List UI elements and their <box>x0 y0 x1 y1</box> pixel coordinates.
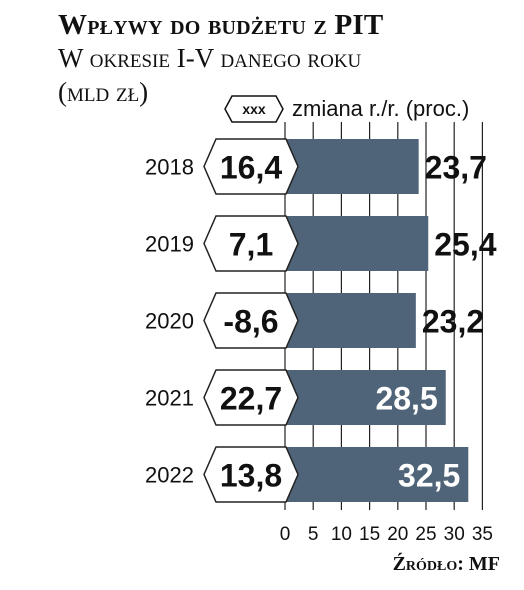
change-label: 16,4 <box>220 150 282 186</box>
legend-label: zmiana r./r. (proc.) <box>292 96 470 121</box>
x-tick-label: 25 <box>415 524 436 545</box>
change-hexagon-icon <box>203 292 299 349</box>
category-label: 2019 <box>145 232 194 257</box>
change-label: 7,1 <box>229 227 273 263</box>
category-label: 2022 <box>145 463 194 488</box>
source-note: Źródło: MF <box>392 553 500 575</box>
value-label: 25,4 <box>434 227 496 263</box>
value-label: 23,2 <box>422 304 484 340</box>
value-label: 28,5 <box>375 381 437 417</box>
change-label: 13,8 <box>220 458 282 494</box>
bar <box>285 216 429 271</box>
x-tick-label: 5 <box>308 524 319 545</box>
legend-hexagon-icon <box>224 95 284 123</box>
x-tick-label: 15 <box>359 524 380 545</box>
x-tick-label: 0 <box>280 524 291 545</box>
bar <box>285 370 446 425</box>
x-tick-label: 30 <box>444 524 465 545</box>
category-label: 2020 <box>145 309 194 334</box>
bar <box>285 293 416 348</box>
x-tick-label: 10 <box>331 524 352 545</box>
change-label: 22,7 <box>220 381 282 417</box>
change-hexagon-icon <box>203 138 299 195</box>
x-tick-label: 20 <box>387 524 408 545</box>
value-label: 23,7 <box>425 150 487 186</box>
bar <box>285 139 419 194</box>
legend-badge: xxx <box>224 95 284 123</box>
category-label: 2018 <box>145 155 194 180</box>
value-label: 32,5 <box>398 458 460 494</box>
change-hexagon-icon <box>203 369 299 426</box>
bar <box>285 447 469 502</box>
legend-badge-text: xxx <box>242 101 266 117</box>
chart-subtitle: W okresie I-V danego roku <box>58 43 362 73</box>
unit-label: (mld zł) <box>58 77 149 107</box>
change-hexagon-icon <box>203 446 299 503</box>
change-hexagon-icon <box>203 215 299 272</box>
legend: xxx zmiana r./r. (proc.) <box>224 92 469 126</box>
category-label: 2021 <box>145 386 194 411</box>
change-label: -8,6 <box>223 304 278 340</box>
chart-title: Wpływy do budżetu z PIT <box>58 9 384 41</box>
x-tick-label: 35 <box>472 524 493 545</box>
